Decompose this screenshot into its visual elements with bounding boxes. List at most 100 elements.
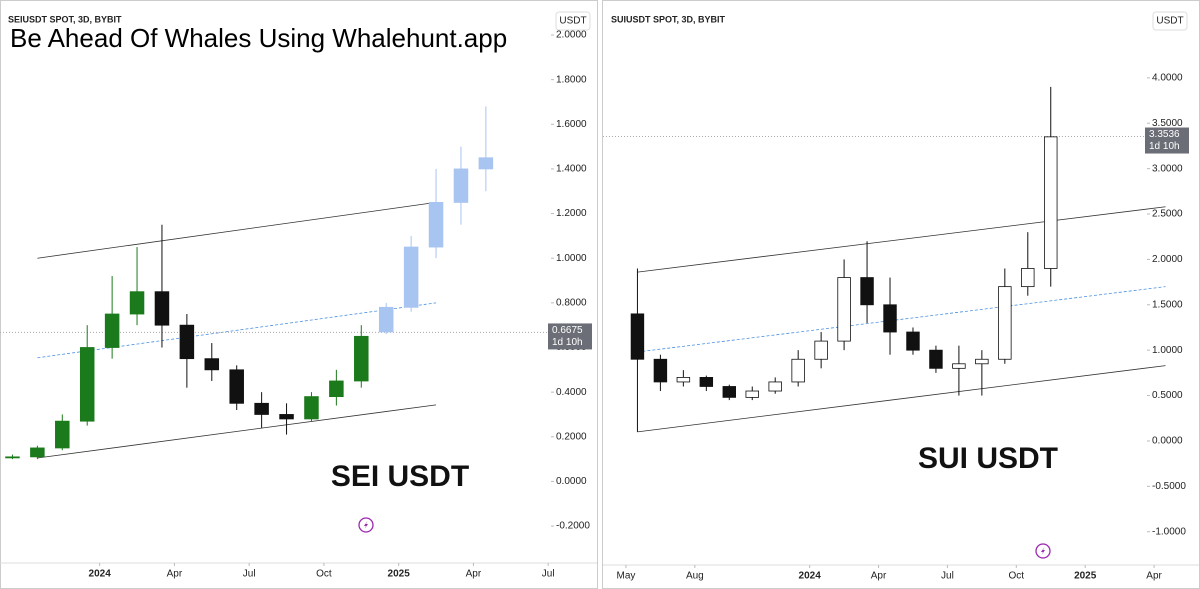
candle-body — [791, 358, 805, 383]
candle-body — [1044, 136, 1058, 269]
price-tag — [1145, 127, 1189, 154]
candle-body — [154, 291, 170, 326]
x-tick-label: Apr — [871, 571, 887, 582]
overlay-title: Be Ahead Of Whales Using Whalehunt.app — [10, 23, 507, 53]
candle-body — [745, 390, 759, 398]
lightning-bolt — [1041, 547, 1045, 555]
watermark: SEI USDT — [331, 460, 469, 493]
x-tick-label: Jul — [542, 569, 555, 580]
y-tick-label: -0.5000 — [1152, 481, 1186, 492]
candle-body — [30, 447, 45, 458]
y-tick-label: 3.0000 — [1152, 163, 1183, 174]
candle-body — [653, 358, 668, 383]
last-price-label: 0.6675 — [552, 325, 583, 336]
candle-body — [975, 358, 989, 365]
y-tick-label: 1.0000 — [1152, 345, 1183, 356]
y-tick-label: 0.5000 — [1152, 390, 1183, 401]
countdown-label: 1d 10h — [1149, 141, 1180, 152]
candle-body — [104, 313, 120, 348]
candle-body — [722, 386, 737, 398]
candle-body — [329, 380, 344, 398]
candle-body — [204, 358, 220, 371]
y-tick-label: -1.0000 — [1152, 526, 1186, 537]
y-tick-label: 0.4000 — [556, 387, 587, 398]
y-tick-label: 1.4000 — [556, 164, 587, 175]
y-tick-label: 1.5000 — [1152, 299, 1183, 310]
x-tick-label: Apr — [1146, 571, 1162, 582]
candle-body — [860, 277, 874, 306]
trendline — [37, 404, 437, 459]
currency-label: USDT — [1156, 16, 1183, 27]
last-price-label: 3.3536 — [1149, 129, 1180, 140]
left-panel — [0, 0, 598, 589]
x-tick-label: Apr — [167, 569, 183, 580]
currency-box — [555, 11, 591, 31]
candle-body — [998, 286, 1012, 360]
candle-body — [676, 377, 691, 383]
trendline — [637, 286, 1166, 353]
y-tick-label: 4.0000 — [1152, 72, 1183, 83]
candle-body — [5, 456, 20, 459]
y-tick-label: 3.5000 — [1152, 118, 1183, 129]
currency-box — [1152, 11, 1188, 31]
y-tick-label: 1.6000 — [556, 119, 587, 130]
x-tick-label: 2025 — [1074, 571, 1097, 582]
chart-header: SUIUSDT SPOT, 3D, BYBIT — [611, 14, 726, 24]
candle-body — [55, 420, 70, 449]
candle-body — [229, 369, 244, 404]
y-tick-label: 2.5000 — [1152, 209, 1183, 220]
watermark: SUI USDT — [918, 442, 1058, 475]
candle-body — [428, 202, 444, 248]
y-tick-label: 0.2000 — [556, 431, 587, 442]
y-tick-label: 0.0000 — [1152, 436, 1183, 447]
trendline — [637, 365, 1166, 433]
candle-body — [279, 414, 294, 420]
x-tick-label: Oct — [1009, 571, 1025, 582]
y-tick-label: 0.8000 — [556, 297, 587, 308]
candle-body — [254, 402, 269, 415]
trendline — [637, 206, 1166, 273]
candle-body — [453, 168, 469, 203]
y-tick-label: 1.0000 — [556, 253, 587, 264]
candle-body — [354, 335, 369, 382]
y-tick-label: 0.0000 — [556, 476, 587, 487]
candle-body — [1021, 268, 1035, 288]
y-tick-label: 2.0000 — [556, 30, 587, 41]
candle-body — [906, 331, 920, 351]
price-tag — [548, 323, 592, 350]
currency-label: USDT — [559, 16, 586, 27]
y-tick-label: 2.0000 — [1152, 254, 1183, 265]
chart-header: SEIUSDT SPOT, 3D, BYBIT — [8, 14, 122, 24]
x-tick-label: Jul — [941, 571, 954, 582]
candle-body — [814, 340, 828, 360]
candle-body — [883, 304, 897, 333]
x-tick-label: Aug — [686, 571, 704, 582]
candle-body — [179, 324, 195, 360]
y-tick-label: -0.2000 — [556, 521, 590, 532]
candle-body — [630, 313, 645, 360]
trendline — [37, 202, 437, 259]
right-panel — [602, 0, 1200, 589]
candle-body — [952, 363, 966, 369]
candle-body — [837, 277, 851, 342]
x-tick-label: Oct — [316, 569, 332, 580]
trendline — [37, 302, 437, 359]
x-tick-label: May — [617, 571, 636, 582]
x-tick-label: 2025 — [388, 569, 411, 580]
x-tick-label: 2024 — [89, 569, 112, 580]
lightning-bolt — [364, 521, 368, 529]
y-tick-label: 1.2000 — [556, 208, 587, 219]
candle-body — [768, 381, 782, 392]
candle-body — [378, 306, 394, 333]
candle-body — [79, 347, 95, 422]
candle-body — [929, 349, 943, 369]
countdown-label: 1d 10h — [552, 337, 583, 348]
candle-body — [478, 157, 494, 170]
x-tick-label: Jul — [243, 569, 256, 580]
x-tick-label: Apr — [466, 569, 482, 580]
candle-body — [129, 291, 145, 315]
y-tick-label: 1.8000 — [556, 74, 587, 85]
x-tick-label: 2024 — [799, 571, 822, 582]
candle-body — [304, 396, 319, 420]
